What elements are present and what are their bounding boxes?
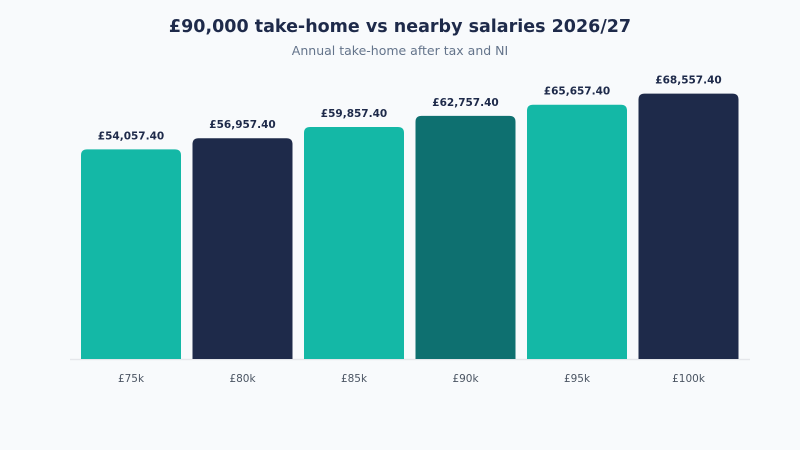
x-tick-label: £80k: [229, 373, 256, 385]
bars-layer: [81, 93, 739, 359]
chart-subtitle: Annual take-home after tax and NI: [291, 43, 509, 58]
bar-value-label: £59,857.40: [321, 108, 387, 120]
bar-0: [81, 149, 181, 359]
x-tick-label: £100k: [672, 373, 706, 385]
x-tick-label: £75k: [118, 373, 145, 385]
bar-value-label: £68,557.40: [655, 75, 721, 87]
bar-value-label: £62,757.40: [432, 97, 498, 109]
bar-3: [415, 115, 516, 359]
bar-value-label: £54,057.40: [98, 130, 164, 142]
x-tick-label: £85k: [341, 373, 368, 385]
bar-5: [638, 93, 739, 359]
bar-1: [192, 138, 293, 359]
bar-value-label: £56,957.40: [209, 119, 275, 131]
bar-2: [304, 127, 404, 359]
x-tick-label: £95k: [564, 373, 591, 385]
bar-value-label: £65,657.40: [544, 86, 610, 98]
labels-layer: £54,057.40 £75k £56,957.40 £80k £59,857.40 £8…: [98, 75, 722, 385]
chart-title: £90,000 take-home vs nearby salaries 202…: [168, 17, 632, 37]
x-tick-label: £90k: [452, 373, 479, 385]
bar-4: [527, 104, 627, 359]
